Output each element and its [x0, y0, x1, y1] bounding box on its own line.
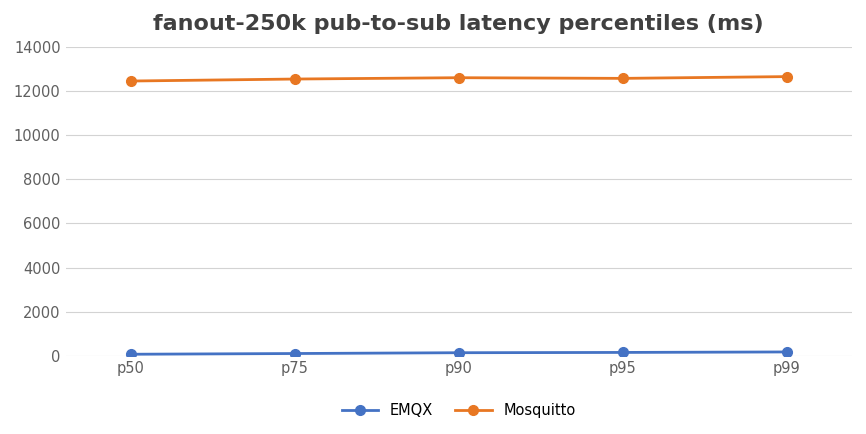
Title: fanout-250k pub-to-sub latency percentiles (ms): fanout-250k pub-to-sub latency percentil…	[153, 14, 764, 34]
EMQX	[290, 351, 301, 356]
Mosquitto	[454, 75, 464, 80]
EMQX	[126, 352, 136, 357]
EMQX	[617, 350, 628, 355]
Mosquitto	[126, 79, 136, 84]
Line: Mosquitto: Mosquitto	[126, 72, 792, 86]
Legend: EMQX, Mosquitto: EMQX, Mosquitto	[342, 403, 576, 418]
Line: EMQX: EMQX	[126, 347, 792, 359]
Mosquitto	[617, 76, 628, 81]
EMQX	[781, 349, 792, 355]
EMQX	[454, 350, 464, 355]
Mosquitto	[290, 76, 301, 82]
Mosquitto	[781, 74, 792, 79]
